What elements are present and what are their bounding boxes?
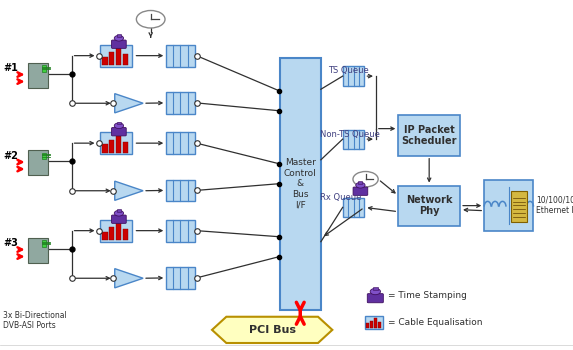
Bar (42, 65, 46, 72)
Bar (102, 57, 108, 65)
FancyBboxPatch shape (367, 294, 383, 303)
Ellipse shape (370, 288, 380, 295)
Polygon shape (212, 317, 332, 343)
FancyBboxPatch shape (112, 40, 126, 48)
Bar (116, 48, 121, 65)
Bar (166, 45, 195, 66)
Bar (374, 318, 377, 328)
Bar (42, 153, 46, 159)
FancyBboxPatch shape (353, 187, 368, 195)
Bar (102, 232, 108, 240)
Text: Rx Queue: Rx Queue (320, 193, 361, 202)
Bar (117, 34, 121, 37)
Bar (166, 267, 195, 289)
Text: = Cable Equalisation: = Cable Equalisation (388, 318, 482, 327)
Bar (109, 227, 115, 240)
Circle shape (136, 10, 165, 28)
Bar (100, 45, 132, 66)
Bar (358, 181, 363, 184)
Bar (117, 209, 121, 212)
Ellipse shape (114, 123, 124, 128)
Text: 3x Bi-Directional
DVB-ASI Ports: 3x Bi-Directional DVB-ASI Ports (3, 310, 66, 330)
Text: IP Packet
Scheduler: IP Packet Scheduler (402, 125, 457, 146)
Polygon shape (115, 181, 143, 200)
Text: #2: #2 (3, 151, 18, 161)
Bar (280, 58, 321, 310)
Bar (398, 116, 460, 156)
Bar (511, 191, 527, 222)
Bar (102, 144, 108, 153)
Text: PCI Bus: PCI Bus (249, 325, 296, 335)
Bar (378, 322, 381, 328)
Bar (123, 229, 128, 240)
Ellipse shape (114, 35, 124, 41)
Polygon shape (115, 93, 143, 113)
Text: Network
Phy: Network Phy (406, 195, 453, 216)
Bar (484, 180, 533, 231)
Text: 10/100/1000
Ethernet Port: 10/100/1000 Ethernet Port (536, 196, 573, 215)
Bar (166, 92, 195, 114)
Bar (373, 287, 378, 290)
Bar (116, 136, 121, 153)
Bar (123, 142, 128, 153)
Bar (343, 66, 364, 86)
Text: #1: #1 (3, 63, 18, 73)
Bar (166, 132, 195, 154)
Bar (116, 223, 121, 240)
Bar (343, 198, 364, 217)
Bar (398, 186, 460, 226)
Bar (166, 180, 195, 201)
FancyBboxPatch shape (112, 127, 126, 136)
Ellipse shape (356, 182, 365, 188)
Bar (100, 220, 132, 242)
FancyBboxPatch shape (112, 215, 126, 223)
Bar (123, 54, 128, 65)
Bar (109, 140, 115, 153)
Bar (370, 321, 373, 328)
Bar (28, 63, 48, 88)
Bar (117, 122, 121, 125)
Bar (109, 52, 115, 65)
Bar (343, 130, 364, 149)
Bar (42, 240, 46, 247)
Bar (100, 132, 132, 154)
Text: = Time Stamping: = Time Stamping (388, 291, 467, 300)
Text: Non-TS Queue: Non-TS Queue (320, 130, 379, 139)
Bar (365, 316, 383, 329)
Circle shape (353, 172, 378, 187)
Text: #3: #3 (3, 238, 18, 248)
Bar (28, 238, 48, 262)
Text: Master
Control
&
Bus
I/F: Master Control & Bus I/F (284, 159, 317, 209)
Bar (366, 323, 369, 328)
Text: TS Queue: TS Queue (328, 65, 368, 75)
Bar (28, 150, 48, 175)
Ellipse shape (114, 210, 124, 216)
Bar (166, 220, 195, 242)
Polygon shape (115, 269, 143, 288)
